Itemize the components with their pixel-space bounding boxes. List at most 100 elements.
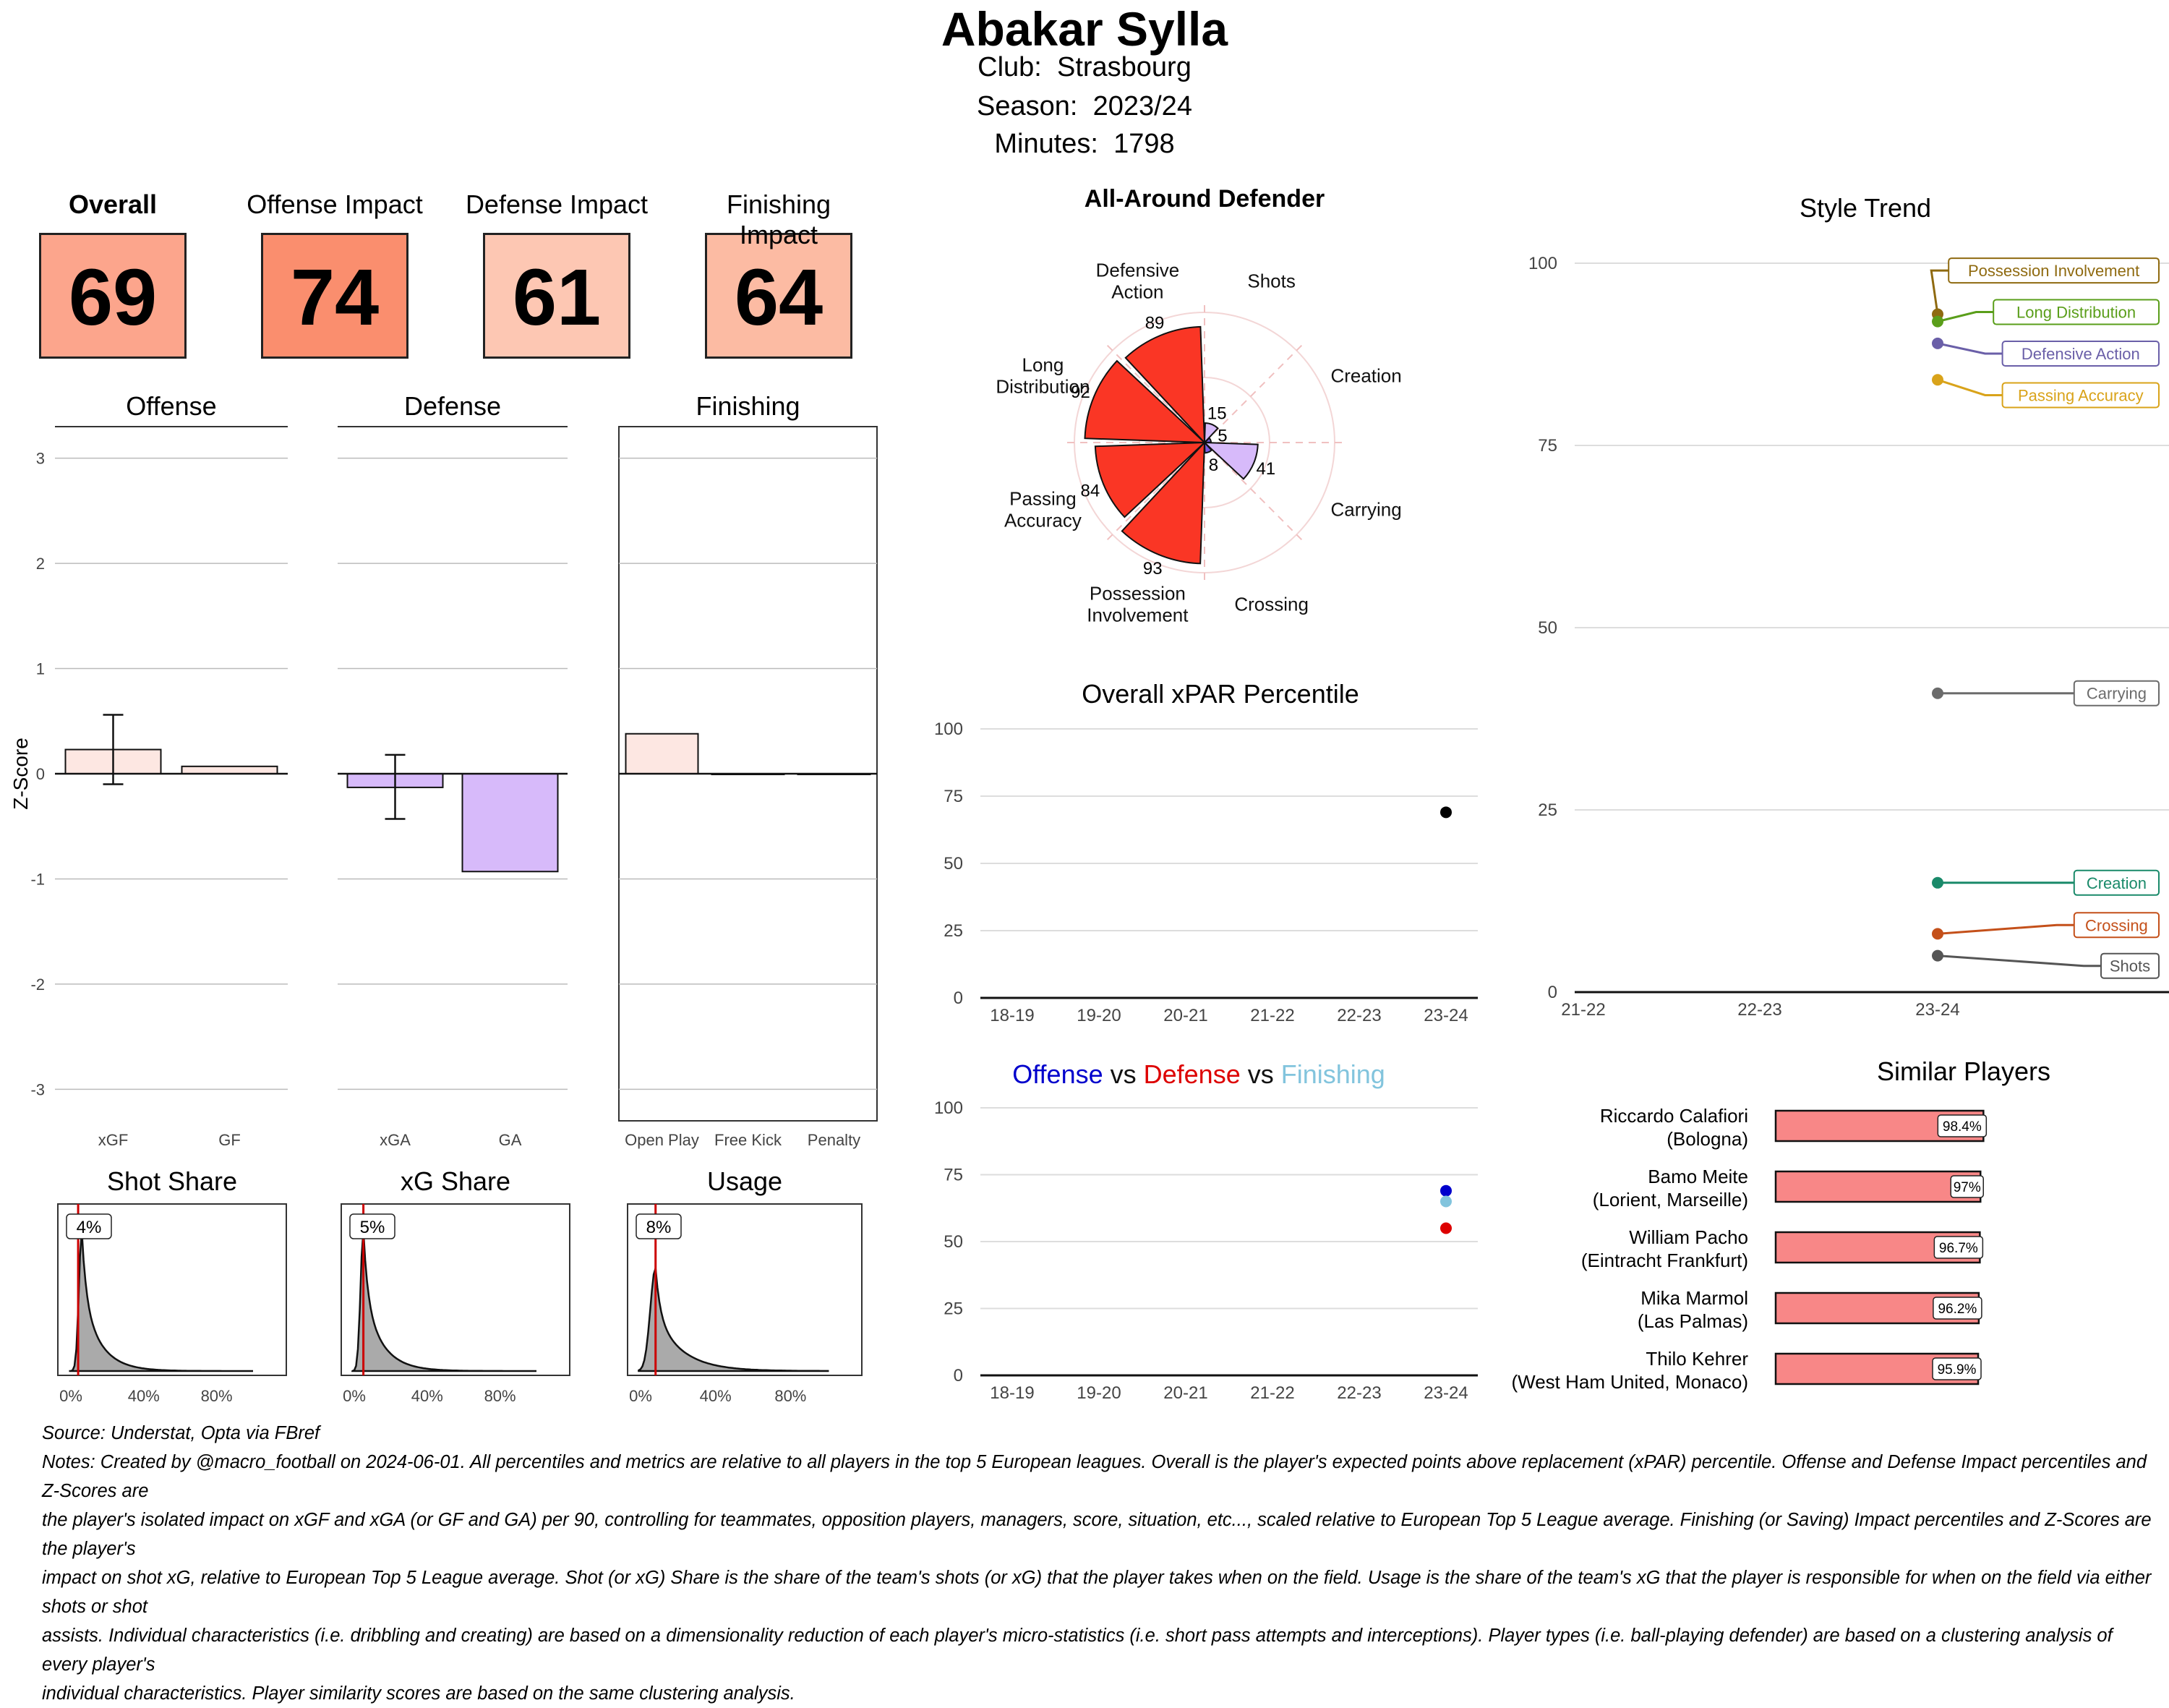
xtick-label: 23-24 (1424, 1383, 1468, 1403)
ytick-label: 0 (954, 988, 963, 1008)
radar-spoke (1204, 343, 1304, 443)
radar-category-label: Carrying (1330, 499, 1401, 521)
club-line: Club: Strasbourg (0, 52, 2169, 83)
radar-spoke (1105, 442, 1205, 542)
radar-wedge-defensive-action (1124, 325, 1206, 445)
similarity-bar (1774, 1170, 1982, 1203)
radar-value-label: 41 (1256, 459, 1275, 479)
xtick-label: 40% (128, 1387, 160, 1405)
ytick-label: 50 (944, 854, 963, 874)
ytick-label: 50 (1538, 618, 1557, 638)
radar-value-label: 8 (1209, 456, 1218, 475)
minutes-line: Minutes: 1798 (0, 129, 2169, 160)
similarity-label-box (1950, 1175, 1984, 1198)
point-offense (1440, 1184, 1452, 1197)
series-point (1932, 928, 1943, 940)
panel-title: Finishing (696, 391, 800, 421)
ytick-label: 75 (1538, 436, 1557, 456)
season-line: Season: 2023/24 (0, 91, 2169, 122)
radar-category-label: Defensive (1096, 259, 1180, 281)
series-label: Carrying (2087, 685, 2147, 703)
radar-value-label: 92 (1071, 383, 1090, 402)
similarity-label: 96.2% (1938, 1302, 1977, 1317)
panel-title: Usage (707, 1166, 782, 1196)
panel-title: xG Share (401, 1166, 510, 1196)
ytick-label: 0 (954, 1366, 963, 1385)
xpar-chart: Overall xPAR Percentile 0 25 50 75 100 18-19 19… (934, 679, 1478, 1025)
series-label-box (2001, 382, 2160, 409)
notes-block: Source: Understat, Opta via FBref Notes:… (42, 1419, 2160, 1708)
point-finishing (1440, 1195, 1452, 1208)
radar-category-label: Passing (1009, 488, 1077, 510)
series-label: Defensive Action (2022, 345, 2140, 363)
xtick-label: 22-23 (1737, 1000, 1781, 1020)
radar-wedge-crossing (1203, 440, 1213, 454)
point-defense (1440, 1222, 1452, 1234)
xtick-label: 22-23 (1337, 1383, 1381, 1403)
similarity-label-box (1937, 1114, 1988, 1137)
radar-category-label: Long (1022, 354, 1064, 375)
chart-title: Offense vs Defense vs Finishing (1012, 1059, 1385, 1089)
series-label-box (2073, 869, 2160, 896)
value-label-box (66, 1213, 112, 1239)
title-part: Defense (1137, 1059, 1241, 1089)
player-name: Mika Marmol (1640, 1287, 1748, 1309)
xtick-label: xGA (380, 1131, 411, 1149)
series-label: Long Distribution (2016, 304, 2136, 322)
player-name: William Pacho (1629, 1226, 1748, 1248)
radar-category-label: Action (1111, 281, 1163, 302)
chart-title: All-Around Defender (1084, 185, 1325, 213)
series-label: Shots (2110, 957, 2150, 975)
bar-open-play (625, 733, 699, 775)
xtick-label: Open Play (625, 1131, 699, 1149)
player-name: Abakar Sylla (941, 2, 1228, 56)
bar-gf (181, 765, 278, 775)
series-connector (1937, 378, 2003, 396)
zscore-panel-offense: Offense xGF GF (55, 391, 288, 1149)
series-point (1932, 876, 1943, 889)
player-club: (West Ham United, Monaco) (1511, 1371, 1748, 1393)
xtick-label: 21-22 (1561, 1000, 1605, 1020)
series-possession-involvement: Possession Involvement (1930, 257, 2160, 320)
ytick-label: 0 (1548, 983, 1557, 1002)
series-label-box (1948, 257, 2160, 284)
series-point (1932, 337, 1943, 349)
score-offense-impact: Offense Impact 74 (241, 189, 429, 359)
season-label: Season: (977, 91, 1078, 121)
series-point (1932, 949, 1943, 962)
season-value: 2023/24 (1092, 91, 1192, 121)
radar-spoke (1204, 442, 1304, 542)
radar-category-label: Possession (1090, 583, 1186, 605)
ytick-label: -1 (30, 870, 45, 888)
xtick-label: 80% (774, 1387, 806, 1405)
title-part: vs (1103, 1059, 1137, 1089)
series-connector (1930, 269, 1949, 315)
ytick-label: -3 (30, 1080, 45, 1098)
score-defense-impact: Defense Impact 61 (463, 189, 651, 359)
ytick-label: 3 (36, 450, 45, 468)
ytick-label: 75 (944, 787, 963, 806)
radar-wedge-shots (1203, 422, 1219, 445)
bar-ga (461, 773, 559, 873)
similarity-label-box (1932, 1357, 1982, 1380)
share-panel-3: Usage 8% 0% 40% 80% (627, 1166, 863, 1405)
xtick-label: 18-19 (990, 1006, 1034, 1025)
value-label: 4% (77, 1218, 102, 1237)
series-connector (1937, 955, 2101, 968)
club-label: Club: (977, 52, 1042, 82)
series-point (1932, 687, 1943, 699)
ovd-chart: Offense vs Defense vs Finishing 0 25 50 75 10… (934, 1059, 1478, 1403)
value-label: 5% (360, 1218, 385, 1237)
radar-wedge-possession-involvement (1121, 440, 1206, 565)
source-line: Source: Understat, Opta via FBref (42, 1423, 320, 1443)
xtick-label: 0% (59, 1387, 82, 1405)
similarity-label-box (1933, 1297, 1982, 1320)
radar-wedge-long-distribution (1084, 359, 1207, 444)
series-connector (1937, 342, 2003, 355)
score-box: 61 (483, 233, 630, 359)
xtick-label: 22-23 (1337, 1006, 1381, 1025)
series-creation: Creation (1932, 869, 2160, 896)
radar-category-label: Involvement (1087, 605, 1189, 626)
score-box: 74 (261, 233, 408, 359)
series-connector (1937, 923, 2074, 935)
